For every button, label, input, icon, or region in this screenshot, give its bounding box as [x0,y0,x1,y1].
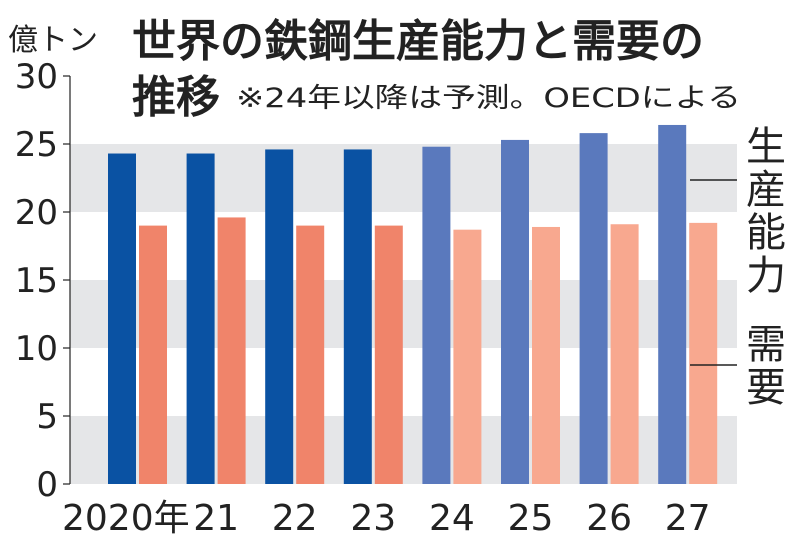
bar-demand [532,226,560,484]
chart-note: ※24年以降は予測。OECDによる [236,83,741,114]
y-tick-label: 20 [15,193,58,233]
bar-demand [217,217,246,484]
legend-label-char: 力 [746,253,786,299]
bar-capacity [422,146,451,484]
x-tick-label: 25 [508,498,554,539]
y-axis: 0 5 10 15 20 25 30 [15,57,71,505]
y-tick-label: 0 [36,465,58,505]
bar-demand [610,224,639,485]
y-tick-label: 15 [15,261,58,301]
bar-demand [374,225,403,484]
x-tick-label: 22 [272,498,318,539]
bar-capacity [658,124,687,485]
bar-capacity [265,149,294,484]
bar-capacity [501,139,529,485]
x-tick-label: 21 [193,498,239,539]
y-tick-label: 30 [15,57,58,97]
x-tick-label: 27 [665,498,711,539]
y-tick-label: 10 [15,329,58,369]
bar-capacity [343,149,372,484]
bar-capacity [579,133,608,484]
grid-band [70,144,737,212]
bar-capacity [186,153,215,484]
bar-demand [139,225,167,484]
y-tick-label: 25 [15,125,58,165]
bar-demand [296,225,325,484]
chart-title-line1: 世界の鉄鋼生産能力と需要の [132,16,704,67]
bar-demand [689,222,718,484]
legend-label-char: 産 [746,167,786,213]
legend-label-char: 生 [746,124,786,170]
x-tick-label: 26 [586,498,632,539]
legend-label-char: 需 [746,322,786,368]
bar-capacity [108,153,136,484]
bar-demand [453,229,482,484]
x-tick-label: 23 [350,498,396,539]
chart-title-line2: 推移 [132,72,220,123]
y-axis-unit-label: 億トン [8,23,98,58]
x-tick-label: 24 [429,498,475,539]
bars [108,124,718,485]
legend-label-char: 能 [746,210,786,256]
x-tick-label: 2020年 [62,498,190,539]
y-tick-label: 5 [36,397,58,437]
legend-label-char: 要 [746,365,786,411]
x-axis-labels: 2020年 21 22 23 24 25 26 27 [62,498,711,539]
